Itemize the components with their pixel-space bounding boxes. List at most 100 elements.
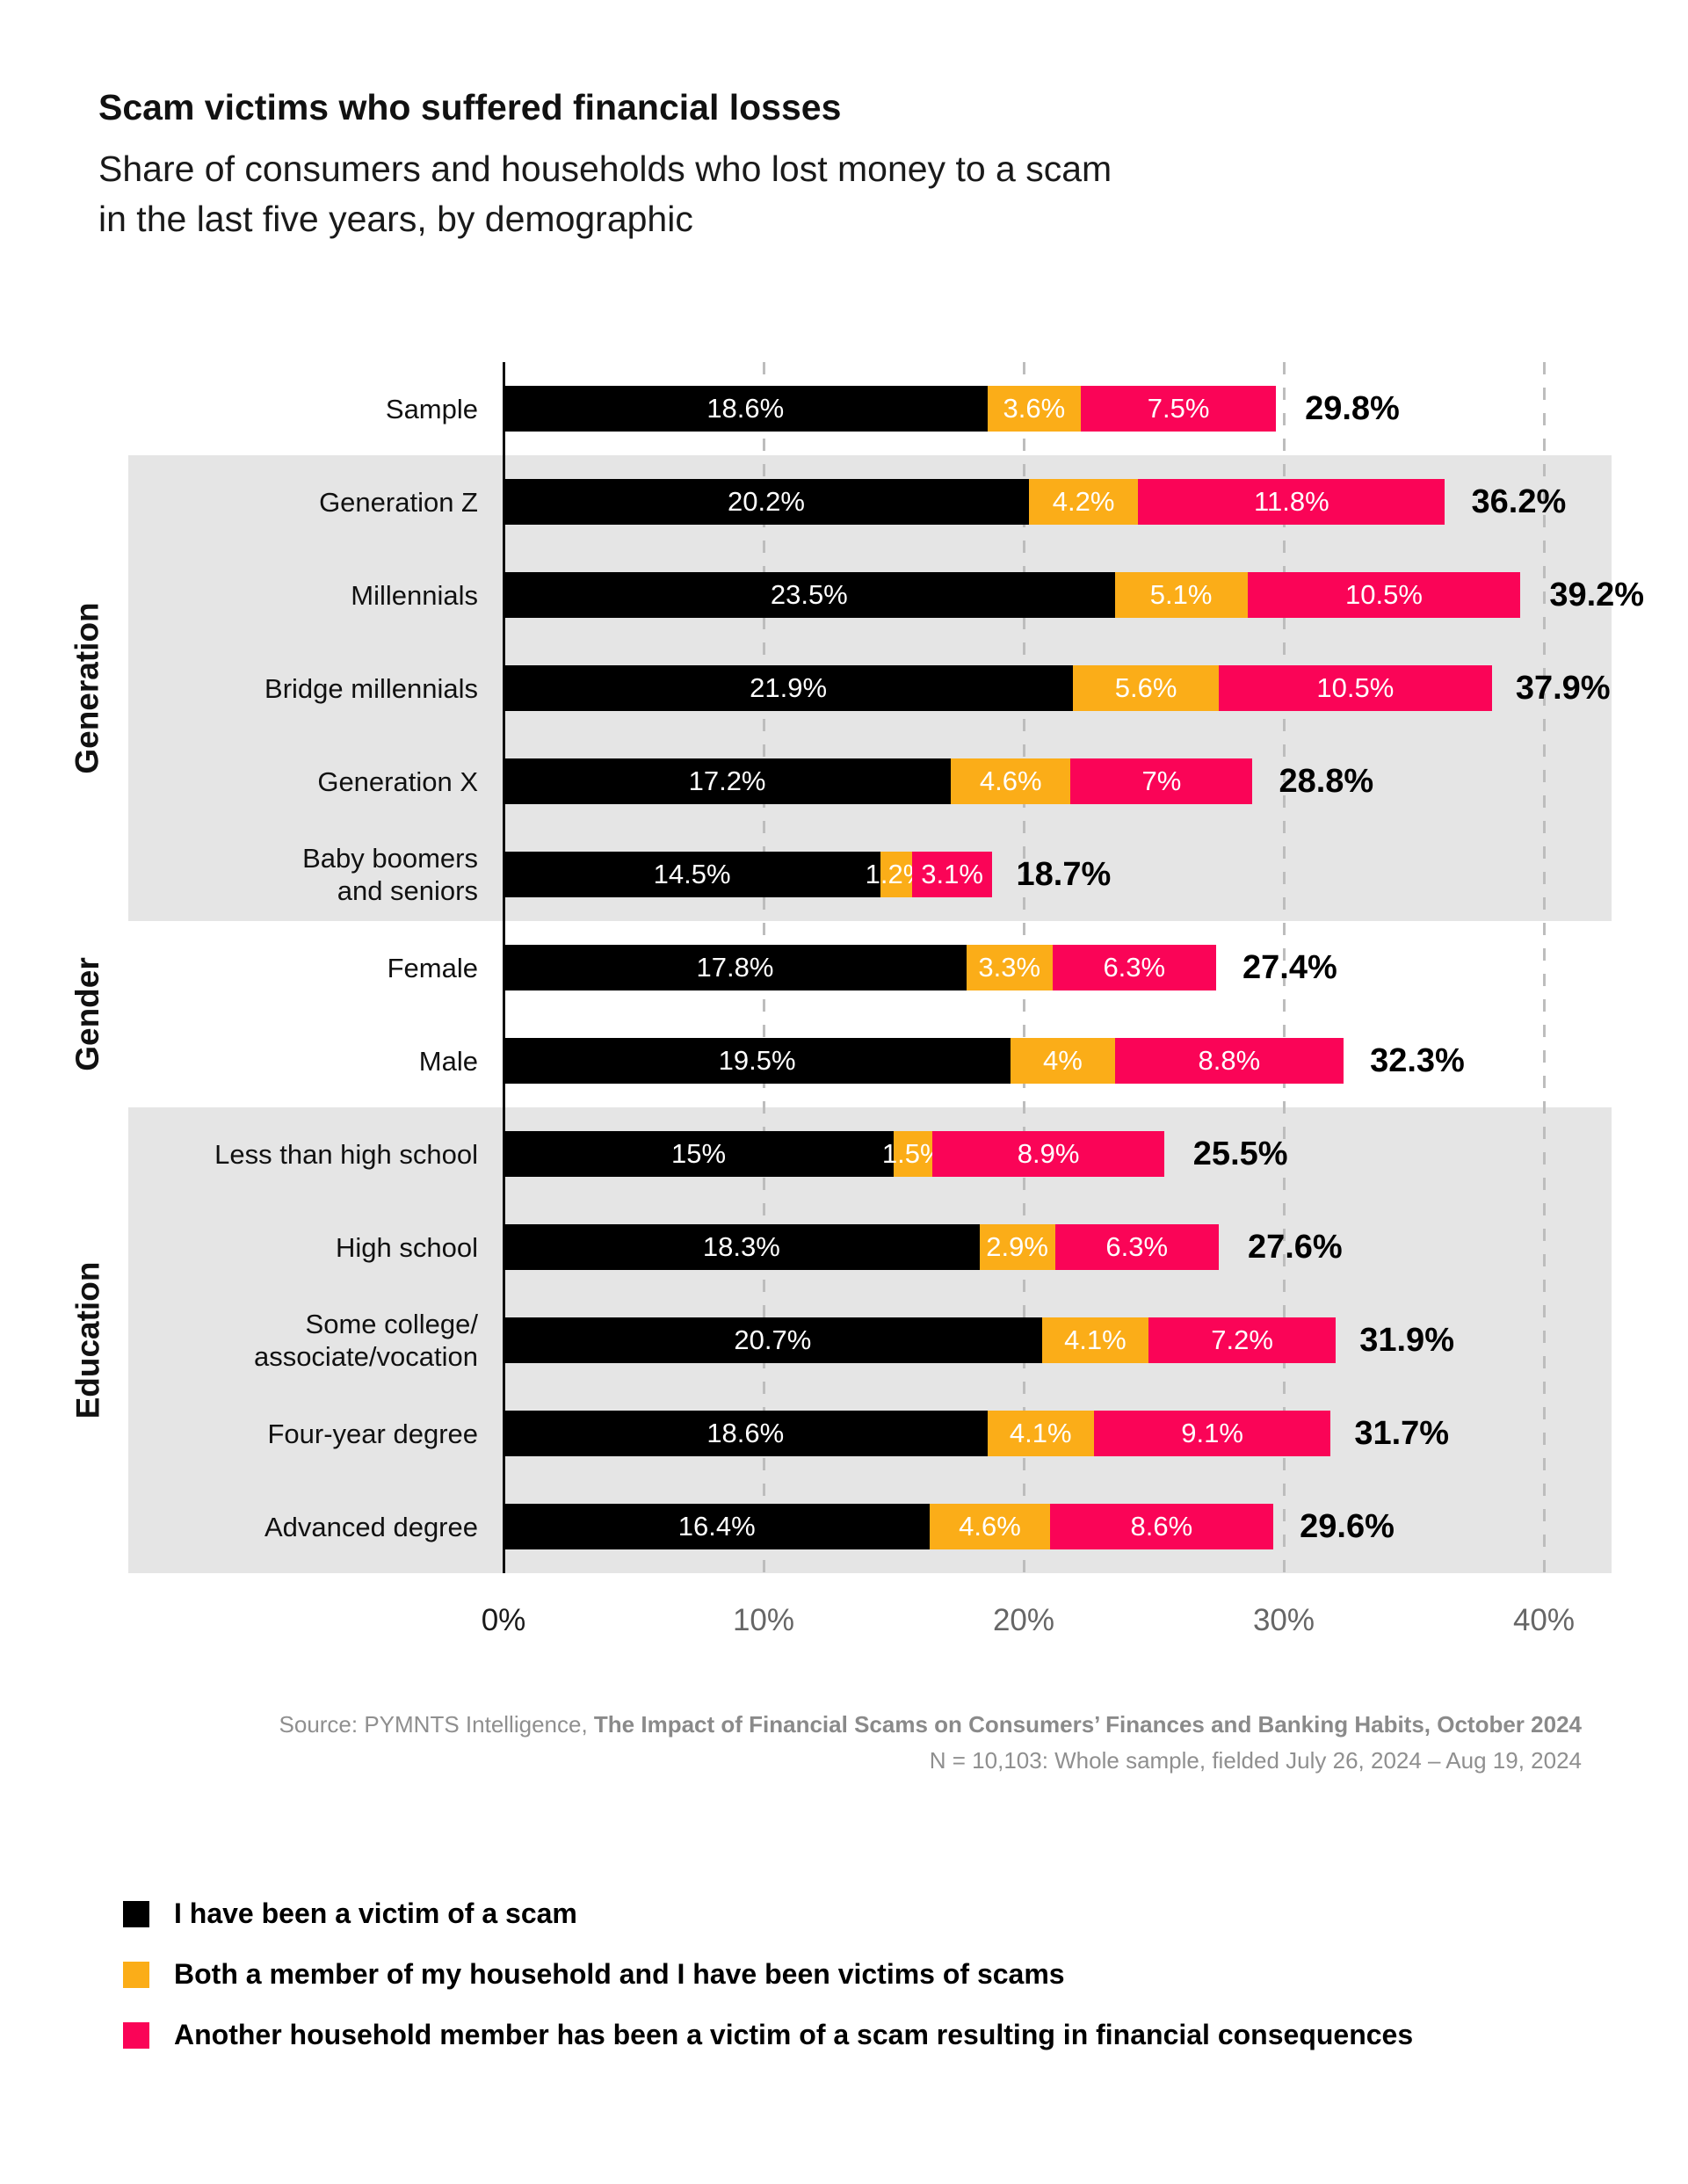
bar-row: Baby boomers and seniors 14.5% 1.2% 3.1% 18.… [0,828,1688,921]
source-line-1: Source: PYMNTS Intelligence, The Impact … [279,1707,1582,1743]
bar-segment: 1.5% [882,1131,945,1177]
segment-value-label: 17.8% [696,952,774,983]
group-axis-label: Gender [18,921,158,1107]
stacked-bar: 18.3% 2.9% 6.3% [504,1224,1219,1270]
stacked-bar: 23.5% 5.1% 10.5% [504,572,1521,618]
category-label: Baby boomers and seniors [302,843,478,906]
category-label: Four-year degree [267,1418,478,1449]
bar-segment: 16.4% [504,1504,931,1549]
black-series-swatch [123,1900,149,1927]
group-axis-label: Generation [18,455,158,921]
legend: I have been a victim of a scam Both a me… [123,1897,1413,2082]
bar-segment: 23.5% [504,572,1115,618]
bar-row: Some college/ associate/vocation 20.7% 4.1… [0,1294,1688,1387]
x-tick-label: 40% [1512,1603,1576,1637]
segment-value-label: 7% [1141,765,1182,796]
stacked-bar: 20.7% 4.1% 7.2% [504,1317,1337,1363]
segment-value-label: 14.5% [653,859,731,889]
segment-value-label: 17.2% [688,765,766,796]
bar-segment: 10.5% [1218,665,1492,711]
group-axis-label: Education [18,1107,158,1573]
category-label: Less than high school [214,1138,478,1170]
legend-label: Another household member has been a vict… [174,2019,1414,2050]
legend-item: I have been a victim of a scam [123,1897,1413,1929]
bar-row: Sample 18.6% 3.6% 7.5% 29.8% [0,362,1688,455]
chart-title: Scam victims who suffered financial loss… [98,87,842,127]
legend-item: Another household member has been a vict… [123,2021,1413,2049]
segment-value-label: 6.3% [1105,1231,1169,1262]
bar-segment: 4.6% [930,1504,1050,1549]
total-value-label: 37.9% [1515,669,1611,707]
legend-label: I have been a victim of a scam [174,1897,577,1929]
bar-segment: 7.2% [1148,1317,1337,1363]
group-axis-label-text: Education [69,1261,105,1419]
segment-value-label: 18.3% [702,1231,780,1262]
category-label: Generation X [317,765,478,797]
bar-row: Generation X 17.2% 4.6% 7% 28.8% [0,735,1688,828]
segment-value-label: 8.6% [1130,1511,1193,1542]
group-axis-label-text: Gender [69,957,105,1071]
bar-segment: 18.6% [504,1411,988,1456]
total-value-label: 25.5% [1192,1135,1288,1172]
source-prefix: Source: PYMNTS Intelligence, [279,1711,594,1738]
bar-segment: 4% [1011,1038,1115,1084]
segment-value-label: 8.9% [1017,1138,1080,1169]
bar-row: High school 18.3% 2.9% 6.3% 27.6% [0,1201,1688,1294]
bar-row: Female 17.8% 3.3% 6.3% 27.4% [0,921,1688,1014]
bar-segment: 4.2% [1028,479,1139,525]
bar-segment: 21.9% [504,665,1074,711]
bar-segment: 8.9% [932,1131,1164,1177]
bar-segment: 7% [1070,758,1253,804]
x-tick-label: 30% [1252,1603,1315,1637]
category-label: Male [418,1045,478,1077]
category-label: Some college/ associate/vocation [253,1309,478,1372]
total-value-label: 27.4% [1242,948,1337,986]
segment-value-label: 19.5% [718,1045,796,1076]
bar-segment: 5.6% [1073,665,1219,711]
segment-value-label: 7.5% [1147,393,1210,424]
segment-value-label: 8.8% [1198,1045,1261,1076]
segment-value-label: 23.5% [770,579,848,610]
bar-segment: 11.8% [1138,479,1445,525]
bar-segment: 4.1% [987,1411,1094,1456]
segment-value-label: 18.6% [706,1418,785,1448]
category-label: Bridge millennials [264,672,478,704]
total-value-label: 31.7% [1354,1414,1450,1452]
bar-row: Male 19.5% 4% 8.8% 32.3% [0,1014,1688,1107]
stacked-bar-chart: 0% 10% 20% 30% 40% Sample 18.6% 3.6% 7.5% 29.8% Ge… [0,362,1688,1680]
segment-value-label: 15% [670,1138,727,1169]
source-note: Source: PYMNTS Intelligence, The Impact … [279,1707,1582,1779]
segment-value-label: 5.6% [1114,672,1177,703]
bar-segment: 8.6% [1049,1504,1274,1549]
total-value-label: 18.7% [1016,855,1112,893]
segment-value-label: 4.2% [1052,486,1115,517]
segment-value-label: 20.2% [728,486,805,517]
bar-segment: 3.6% [987,386,1082,432]
total-value-label: 27.6% [1247,1228,1343,1266]
category-label: Advanced degree [264,1511,478,1542]
stacked-bar: 19.5% 4% 8.8% [504,1038,1344,1084]
bar-segment: 6.3% [1054,1224,1219,1270]
source-citation: The Impact of Financial Scams on Consume… [593,1711,1582,1738]
stacked-bar: 16.4% 4.6% 8.6% [504,1504,1274,1549]
segment-value-label: 7.2% [1211,1324,1273,1355]
segment-value-label: 3.1% [921,859,983,889]
bar-row: Generation Z 20.2% 4.2% 11.8% 36.2% [0,455,1688,548]
segment-value-label: 4% [1042,1045,1083,1076]
stacked-bar: 15% 1.5% 8.9% [504,1131,1164,1177]
segment-value-label: 21.9% [750,672,828,703]
bar-segment: 18.6% [504,386,988,432]
bar-segment: 4.6% [951,758,1071,804]
total-value-label: 29.8% [1305,389,1400,427]
bar-segment: 5.1% [1114,572,1248,618]
source-line-2: N = 10,103: Whole sample, fielded July 2… [929,1747,1582,1774]
gridline [1283,362,1286,1573]
category-label: Generation Z [319,486,478,518]
x-tick-label: 20% [992,1603,1055,1637]
bar-segment: 20.2% [504,479,1029,525]
segment-value-label: 4.1% [1009,1418,1072,1448]
segment-value-label: 18.6% [706,393,785,424]
stacked-bar: 14.5% 1.2% 3.1% [504,852,993,897]
stacked-bar: 17.2% 4.6% 7% [504,758,1253,804]
